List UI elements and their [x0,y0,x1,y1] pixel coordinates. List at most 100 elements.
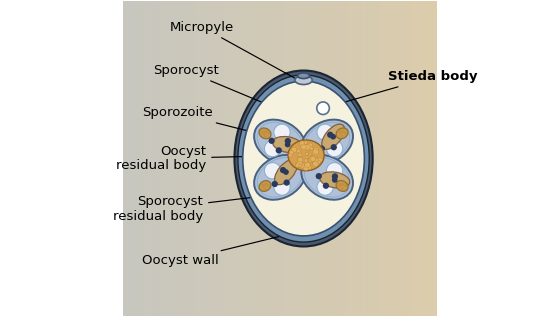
Bar [155,1,156,316]
Circle shape [297,149,300,153]
Circle shape [305,162,310,168]
Bar [363,1,365,316]
Circle shape [344,132,347,134]
Circle shape [332,173,338,179]
Bar [242,1,244,316]
Bar [329,1,330,316]
Bar [161,1,162,316]
Bar [266,1,268,316]
Text: Oocyst wall: Oocyst wall [142,236,279,267]
Circle shape [307,163,311,166]
Bar [169,1,170,316]
Bar [377,1,379,316]
Bar [299,1,300,316]
Circle shape [319,146,325,152]
Bar [253,1,255,316]
Bar [164,1,165,316]
Bar [284,1,286,316]
Bar [371,1,373,316]
Bar [333,1,335,316]
Circle shape [265,183,268,185]
Bar [374,1,376,316]
Bar [351,1,352,316]
Bar [187,1,189,316]
Bar [195,1,197,316]
Bar [214,1,216,316]
Bar [130,1,132,316]
Bar [277,1,278,316]
Bar [176,1,178,316]
Bar [316,1,318,316]
Bar [297,1,299,316]
Bar [245,1,247,316]
Bar [294,1,296,316]
Bar [300,1,302,316]
Circle shape [308,143,311,146]
Circle shape [312,161,319,166]
Circle shape [274,124,290,140]
Bar [296,1,297,316]
Bar [140,1,142,316]
Bar [225,1,227,316]
Bar [420,1,421,316]
Circle shape [288,153,293,157]
Bar [274,1,276,316]
Bar [352,1,354,316]
Bar [255,1,256,316]
Bar [325,1,327,316]
Bar [153,1,155,316]
Bar [432,1,434,316]
Bar [337,1,338,316]
Bar [272,1,274,316]
Circle shape [285,142,291,147]
Circle shape [264,140,281,157]
Circle shape [309,158,311,161]
Bar [348,1,349,316]
Bar [387,1,389,316]
Circle shape [304,159,308,162]
Circle shape [339,185,342,187]
Bar [190,1,192,316]
Bar [233,1,235,316]
Bar [390,1,391,316]
Bar [290,1,291,316]
Bar [171,1,173,316]
Bar [280,1,282,316]
Bar [393,1,395,316]
Circle shape [341,135,343,137]
Bar [362,1,363,316]
Bar [376,1,377,316]
Circle shape [298,151,301,154]
Bar [162,1,164,316]
Circle shape [314,159,317,162]
Bar [424,1,426,316]
Bar [136,1,137,316]
Bar [382,1,384,316]
Bar [357,1,358,316]
Circle shape [298,152,302,157]
Bar [167,1,169,316]
Text: Stieda body: Stieda body [326,70,478,107]
Circle shape [311,156,316,161]
Bar [270,1,272,316]
Circle shape [267,132,270,134]
Bar [132,1,134,316]
Bar [250,1,252,316]
Circle shape [263,183,266,186]
Bar [263,1,264,316]
Circle shape [313,149,319,155]
Bar [165,1,167,316]
Circle shape [344,184,347,187]
Circle shape [298,163,305,168]
Circle shape [305,144,310,150]
Bar [278,1,280,316]
Circle shape [338,183,340,185]
Ellipse shape [254,120,306,165]
Circle shape [314,147,319,152]
Bar [324,1,325,316]
Text: Sporocyst: Sporocyst [153,64,277,109]
Circle shape [342,130,345,133]
Circle shape [262,132,264,135]
Bar [385,1,387,316]
Bar [421,1,423,316]
